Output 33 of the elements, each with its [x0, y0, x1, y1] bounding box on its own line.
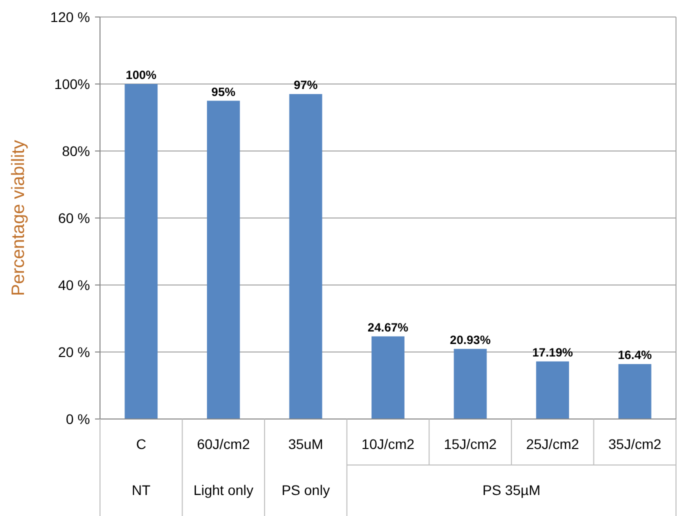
x-tick-label: 25J/cm2 [526, 436, 580, 452]
x-tick-label: 60J/cm2 [196, 436, 250, 452]
data-label: 95% [211, 84, 236, 99]
x-tick-label: 35J/cm2 [608, 436, 662, 452]
bar [289, 94, 322, 419]
x-tick-label: 10J/cm2 [362, 436, 415, 452]
text: PS 35µM [482, 482, 540, 498]
text: NT [132, 482, 151, 498]
bar [372, 336, 404, 419]
y-tick-label: 80% [62, 142, 90, 159]
bar [206, 100, 240, 419]
x-tick-label: 15J/cm2 [444, 436, 497, 452]
text: PS only [282, 482, 330, 498]
y-tick-label: 120 % [50, 8, 90, 25]
y-axis-title: Percentage viability [8, 140, 28, 296]
y-tick-label: 0 % [66, 410, 90, 427]
y-tick-label: 100% [54, 76, 90, 92]
y-tick-label: 20 % [58, 344, 90, 360]
data-label: 100% [126, 68, 157, 82]
x-tick-label: C [136, 436, 146, 452]
x-tick-label: 35uM [288, 436, 324, 452]
data-label: 17.19% [532, 345, 574, 360]
text: Light only [193, 482, 254, 498]
bar [124, 84, 158, 419]
data-label: 24.67% [368, 320, 409, 334]
data-label: 97% [294, 78, 318, 92]
y-tick-label: 60 % [58, 210, 90, 226]
bar [454, 348, 487, 419]
bar [536, 361, 570, 419]
bar [618, 364, 652, 419]
data-label: 16.4% [618, 348, 652, 362]
data-label: 20.93% [450, 332, 491, 347]
y-tick-label: 40 % [58, 276, 90, 293]
